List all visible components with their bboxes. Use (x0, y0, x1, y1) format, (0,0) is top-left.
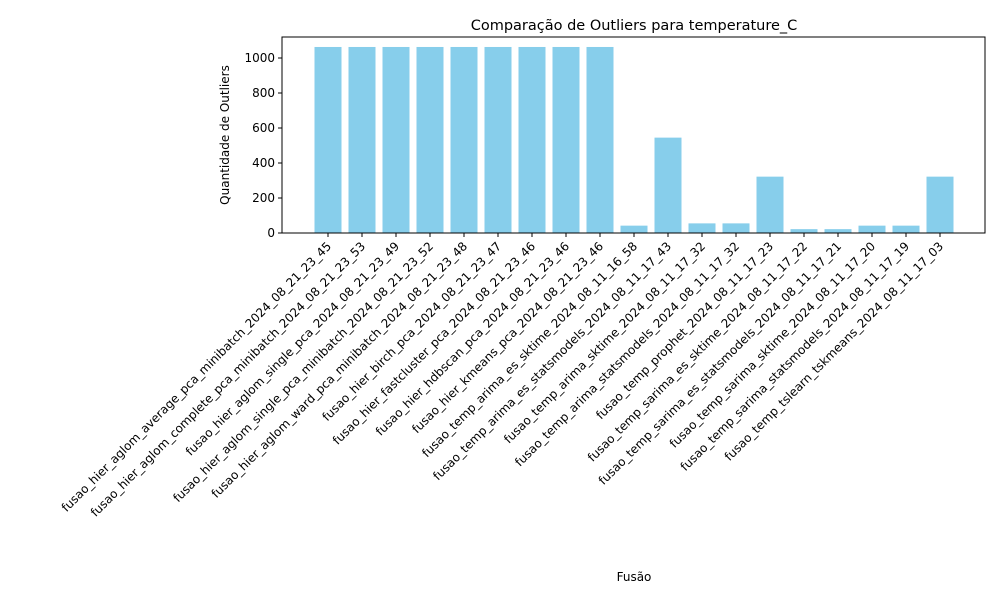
bar (450, 46, 478, 233)
plot-frame (281, 36, 986, 234)
chart-title: Comparação de Outliers para temperature_… (471, 18, 798, 34)
bar (926, 176, 954, 233)
y-tick-label: 1000 (244, 51, 275, 65)
bar (348, 46, 376, 233)
bar (416, 46, 444, 233)
bar (790, 229, 818, 233)
bar (858, 225, 886, 233)
bar (722, 223, 750, 234)
bar (688, 223, 716, 234)
y-axis-title: Quantidade de Outliers (218, 65, 232, 205)
bar (620, 225, 648, 233)
y-axis: 0 200 400 600 800 1000 (244, 51, 282, 240)
bar (586, 46, 614, 233)
y-tick-label: 0 (267, 226, 275, 240)
bar (756, 176, 784, 233)
bar (892, 225, 920, 233)
y-tick-label: 400 (252, 156, 275, 170)
y-tick-label: 600 (252, 121, 275, 135)
bar (518, 46, 546, 233)
bar (654, 137, 682, 234)
bar (552, 46, 580, 233)
y-tick-label: 200 (252, 191, 275, 205)
bar (382, 46, 410, 233)
bars-group (314, 46, 954, 234)
y-tick-label: 800 (252, 86, 275, 100)
bar (484, 46, 512, 233)
bar (824, 229, 852, 233)
x-axis-title: Fusão (617, 570, 652, 584)
bar (314, 46, 342, 233)
